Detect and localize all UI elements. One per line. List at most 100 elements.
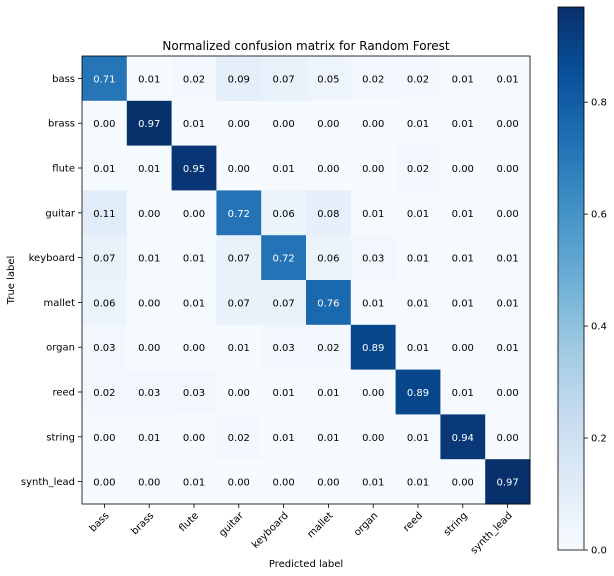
y-tick-label: synth_lead: [21, 477, 75, 488]
heatmap-cell: [216, 145, 262, 191]
heatmap-cell: [350, 459, 397, 505]
cell-value-label: 0.01: [452, 74, 474, 85]
cell-value-label: 0.00: [496, 388, 518, 399]
heatmap-cell: [126, 190, 173, 236]
cell-value-label: 0.02: [407, 164, 429, 175]
heatmap-cell: [395, 190, 441, 236]
heatmap-cell: [261, 56, 307, 102]
heatmap-cell: [171, 145, 217, 191]
chart-title: Normalized confusion matrix for Random F…: [162, 39, 449, 53]
x-tick-label: flute: [177, 510, 201, 534]
cell-value-label: 0.02: [93, 388, 115, 399]
cell-value-label: 0.07: [272, 74, 294, 85]
y-axis-label: True label: [6, 256, 17, 306]
heatmap-cell: [350, 414, 397, 460]
heatmap-cell: [216, 414, 262, 460]
cell-value-label: 0.01: [452, 209, 474, 220]
colorbar: [557, 6, 585, 551]
heatmap-cell: [350, 235, 397, 281]
cell-value-label: 0.00: [317, 478, 339, 489]
heatmap-cell: [82, 324, 128, 371]
heatmap-cell: [171, 414, 217, 460]
cell-value-label: 0.01: [362, 298, 384, 309]
cell-value-label: 0.71: [93, 74, 115, 85]
cell-value-label: 0.00: [362, 164, 384, 175]
cell-value-label: 0.08: [317, 209, 339, 220]
cell-value-label: 0.72: [228, 209, 250, 220]
cell-value-label: 0.01: [407, 298, 429, 309]
heatmap-cell: [440, 324, 486, 371]
cell-value-label: 0.00: [228, 164, 250, 175]
heatmap-cell: [350, 145, 397, 191]
cell-value-label: 0.01: [496, 254, 518, 265]
cell-value-label: 0.00: [183, 343, 205, 354]
colorbar-tick-label: 0.0: [591, 546, 607, 557]
heatmap-cell: [306, 235, 352, 281]
heatmap-cells: [82, 56, 531, 505]
cell-value-label: 0.01: [496, 74, 518, 85]
heatmap-cell: [306, 369, 352, 415]
cell-value-label: 0.01: [407, 254, 429, 265]
heatmap-cell: [485, 459, 531, 505]
heatmap-cell: [261, 235, 307, 281]
heatmap-cell: [306, 100, 352, 147]
cell-value-label: 0.00: [272, 478, 294, 489]
cell-value-label: 0.00: [138, 209, 160, 220]
heatmap-cell: [171, 100, 217, 147]
heatmap-cell: [82, 56, 128, 102]
heatmap-cell: [261, 324, 307, 371]
heatmap-cell: [261, 145, 307, 191]
heatmap-cell: [306, 280, 352, 326]
cell-value-label: 0.01: [317, 388, 339, 399]
cell-value-label: 0.01: [407, 343, 429, 354]
cell-value-label: 0.01: [452, 388, 474, 399]
cell-value-label: 0.07: [228, 254, 250, 265]
cell-value-label: 0.06: [317, 254, 339, 265]
heatmap-cell: [395, 145, 441, 191]
cell-value-label: 0.01: [138, 74, 160, 85]
y-tick-label: organ: [46, 343, 75, 354]
heatmap-cell: [306, 459, 352, 505]
cell-value-label: 0.01: [272, 388, 294, 399]
heatmap-cell: [485, 56, 531, 102]
heatmap-cell: [261, 414, 307, 460]
colorbar-tick-label: 0.4: [591, 322, 607, 333]
heatmap-cell: [395, 56, 441, 102]
cell-value-label: 0.72: [272, 254, 294, 265]
heatmap-cell: [82, 280, 128, 326]
cell-value-label: 0.02: [228, 433, 250, 444]
colorbar-tick-label: 0.2: [591, 434, 607, 445]
cell-value-label: 0.00: [496, 209, 518, 220]
colorbar-tick-label: 0.8: [591, 98, 607, 109]
cell-value-label: 0.00: [138, 478, 160, 489]
heatmap-cell: [82, 459, 128, 505]
cell-value-label: 0.01: [407, 119, 429, 130]
heatmap-cell: [261, 280, 307, 326]
heatmap-cell: [171, 369, 217, 415]
y-tick-label: flute: [52, 164, 75, 175]
heatmap-cell: [216, 235, 262, 281]
cell-value-label: 0.97: [496, 478, 518, 489]
y-tick-label: bass: [52, 74, 75, 85]
y-tick-label: mallet: [44, 298, 76, 309]
heatmap-cell: [216, 100, 262, 147]
heatmap-cell: [126, 235, 173, 281]
cell-value-label: 0.01: [272, 164, 294, 175]
cell-value-label: 0.01: [452, 119, 474, 130]
x-tick-label: guitar: [217, 510, 246, 539]
x-tick-label: reed: [401, 510, 425, 534]
heatmap-cell: [171, 190, 217, 236]
cell-value-label: 0.00: [362, 388, 384, 399]
heatmap-cell: [126, 280, 173, 326]
heatmap-cell: [350, 369, 397, 415]
heatmap-cell: [350, 100, 397, 147]
x-tick-label: bass: [88, 510, 112, 534]
heatmap-cell: [171, 280, 217, 326]
cell-value-label: 0.07: [272, 298, 294, 309]
heatmap-cell: [171, 459, 217, 505]
cell-value-label: 0.01: [183, 478, 205, 489]
heatmap-cell: [82, 414, 128, 460]
x-tick-label: mallet: [305, 510, 335, 540]
heatmap-cell: [485, 414, 531, 460]
heatmap-cell: [440, 145, 486, 191]
